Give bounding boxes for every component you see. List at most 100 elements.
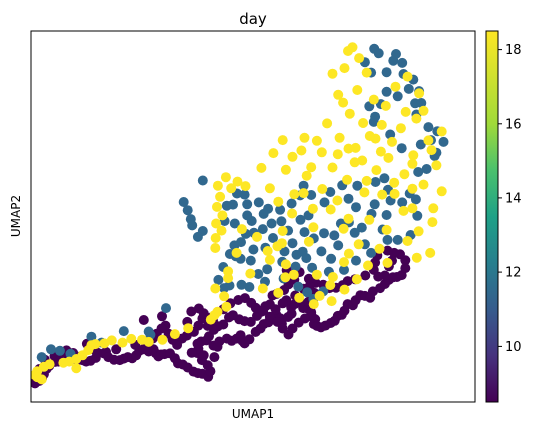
point-day-18-47 <box>332 195 343 206</box>
point-day-18-93 <box>273 287 284 298</box>
point-day-12-89 <box>349 227 360 238</box>
point-day-18-140 <box>117 337 128 348</box>
point-day-18-127 <box>343 248 354 259</box>
point-day-18-133 <box>205 314 216 325</box>
point-day-18-104 <box>256 162 267 173</box>
point-day-18-51 <box>407 203 418 214</box>
point-day-18-18 <box>411 252 422 263</box>
point-day-18-129 <box>314 290 325 301</box>
point-day-18-106 <box>277 135 288 146</box>
point-day-12-41 <box>412 210 423 221</box>
point-day-12-100 <box>262 264 273 275</box>
colorbar <box>485 30 499 403</box>
point-day-18-84 <box>280 272 291 283</box>
point-day-18-125 <box>327 272 338 282</box>
point-day-18-98 <box>240 181 251 192</box>
point-day-12-34 <box>370 177 381 187</box>
point-day-18-53 <box>377 189 388 200</box>
point-day-12-58 <box>221 200 232 211</box>
point-day-18-37 <box>287 151 298 162</box>
colorbar-tick-label-18: 18 <box>505 43 522 58</box>
point-day-18-16 <box>427 217 438 228</box>
point-day-18-122 <box>280 259 291 270</box>
point-day-12-67 <box>248 244 259 255</box>
point-day-18-156 <box>71 363 82 374</box>
point-day-18-139 <box>126 333 137 344</box>
point-day-18-66 <box>411 113 422 124</box>
point-day-12-134 <box>143 326 154 337</box>
point-day-12-9 <box>403 83 414 94</box>
point-day-12-53 <box>253 197 264 208</box>
point-day-18-92 <box>257 283 268 294</box>
point-day-18-50 <box>374 243 385 254</box>
point-day-18-75 <box>428 203 439 214</box>
point-day-18-25 <box>287 208 298 219</box>
point-day-18-46 <box>342 174 353 185</box>
point-day-9-168 <box>258 306 269 317</box>
point-day-18-61 <box>368 94 379 105</box>
point-day-18-13 <box>423 135 434 146</box>
chart-title: day <box>239 10 267 28</box>
point-day-18-94 <box>220 172 231 183</box>
point-day-12-70 <box>257 224 268 235</box>
point-day-9-189 <box>138 315 149 325</box>
point-day-9-178 <box>303 273 314 284</box>
point-day-12-36 <box>381 210 392 220</box>
point-day-12-93 <box>351 255 361 266</box>
point-day-12-127 <box>423 122 434 133</box>
point-day-12-119 <box>185 214 196 225</box>
point-day-9-65 <box>244 334 255 345</box>
point-day-18-68 <box>376 119 387 130</box>
point-day-9-118 <box>360 270 371 281</box>
point-day-18-38 <box>334 132 345 143</box>
point-day-18-118 <box>262 246 273 256</box>
x-axis-label: UMAP1 <box>232 407 274 421</box>
point-day-18-26 <box>277 226 288 236</box>
point-day-12-66 <box>245 255 256 266</box>
point-day-12-6 <box>397 57 408 68</box>
point-day-12-120 <box>182 205 193 216</box>
point-day-18-33 <box>289 189 300 200</box>
point-day-12-94 <box>339 264 349 275</box>
point-day-18-109 <box>299 132 310 143</box>
point-day-12-3 <box>381 67 392 78</box>
point-day-18-65 <box>414 88 425 99</box>
point-day-12-29 <box>369 199 380 210</box>
point-day-18-112 <box>364 131 375 141</box>
point-day-18-41 <box>371 165 382 176</box>
point-day-12-79 <box>299 227 310 238</box>
point-day-18-60 <box>333 89 344 100</box>
point-day-18-24 <box>307 203 318 214</box>
point-day-18-20 <box>381 224 392 235</box>
point-day-18-83 <box>294 292 305 303</box>
point-day-12-5 <box>391 49 401 59</box>
point-day-9-58 <box>214 336 225 347</box>
point-day-12-106 <box>213 274 224 285</box>
point-day-18-142 <box>99 338 110 349</box>
point-day-18-8 <box>358 118 369 128</box>
point-day-18-117 <box>219 291 230 302</box>
point-day-18-63 <box>390 81 401 92</box>
point-day-12-39 <box>392 234 403 245</box>
point-day-18-105 <box>268 148 279 159</box>
point-day-18-36 <box>280 164 291 175</box>
point-day-9-199 <box>209 352 220 363</box>
point-day-18-35 <box>264 183 275 194</box>
point-day-12-86 <box>329 230 340 241</box>
point-day-12-47 <box>298 180 309 191</box>
point-day-9-200 <box>198 350 209 361</box>
colorbar-tick-label-12: 12 <box>505 266 522 281</box>
scatter-points <box>31 42 449 389</box>
point-day-18-2 <box>347 42 358 53</box>
point-day-18-111 <box>375 146 386 157</box>
point-day-18-62 <box>380 100 391 111</box>
point-day-9-175 <box>299 313 310 324</box>
point-day-18-44 <box>398 205 409 216</box>
point-day-18-79 <box>351 274 362 285</box>
point-day-18-22 <box>343 213 354 224</box>
point-day-18-14 <box>431 160 442 171</box>
point-day-12-96 <box>307 262 318 273</box>
y-axis-label: UMAP2 <box>9 195 23 237</box>
point-day-18-34 <box>273 196 284 207</box>
point-day-18-126 <box>339 257 349 268</box>
